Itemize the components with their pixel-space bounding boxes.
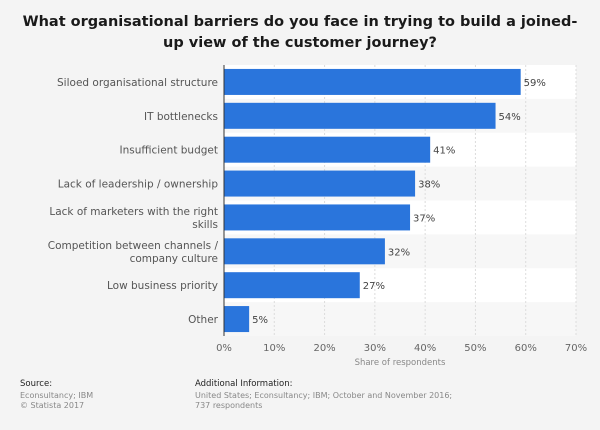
source-heading: Source: (20, 379, 53, 389)
additional-info-heading: Additional Information: (195, 379, 293, 389)
x-tick-label: 60% (515, 343, 537, 354)
data-label: 27% (363, 281, 385, 292)
bar (224, 68, 521, 95)
additional-info-line: 737 respondents (195, 401, 263, 410)
x-tick-label: 10% (263, 343, 285, 354)
category-label: Insufficient budget (119, 145, 218, 157)
category-label: Low business priority (107, 280, 218, 292)
category-label: Competition between channels / company cu… (48, 240, 219, 265)
category-label: Lack of marketers with the right skills (49, 206, 218, 231)
bar (224, 136, 431, 163)
bar (224, 238, 385, 265)
bar (224, 102, 496, 129)
data-label: 59% (524, 78, 546, 89)
category-label: Siloed organisational structure (57, 77, 218, 89)
x-tick-label: 0% (216, 343, 232, 354)
row-band (224, 302, 576, 336)
source-block: Source: Econsultancy; IBM © Statista 201… (20, 379, 93, 412)
bar (224, 306, 250, 333)
data-label: 38% (418, 180, 440, 191)
additional-info-block: Additional Information: United States; E… (195, 379, 452, 412)
data-label: 37% (413, 213, 435, 224)
additional-info-line: United States; Econsultancy; IBM; Octobe… (195, 390, 453, 400)
x-axis-title: Share of respondents (355, 358, 446, 368)
category-label: IT bottlenecks (144, 111, 218, 123)
data-label: 54% (499, 112, 521, 123)
chart-title: What organisational barriers do you face… (22, 14, 578, 51)
data-label: 32% (388, 247, 410, 258)
x-tick-label: 30% (364, 343, 386, 354)
category-label: Lack of leadership / ownership (58, 179, 219, 191)
x-tick-label: 70% (565, 343, 587, 354)
x-tick-label: 50% (464, 343, 486, 354)
x-tick-label: 20% (313, 343, 335, 354)
copyright-line: © Statista 2017 (20, 401, 85, 410)
bar (224, 170, 416, 197)
x-tick-label: 40% (414, 343, 436, 354)
source-line: Econsultancy; IBM (20, 390, 94, 400)
bar (224, 272, 360, 299)
data-label: 5% (252, 315, 268, 326)
bar (224, 204, 411, 231)
category-label: Other (188, 314, 218, 326)
data-label: 41% (433, 146, 455, 157)
